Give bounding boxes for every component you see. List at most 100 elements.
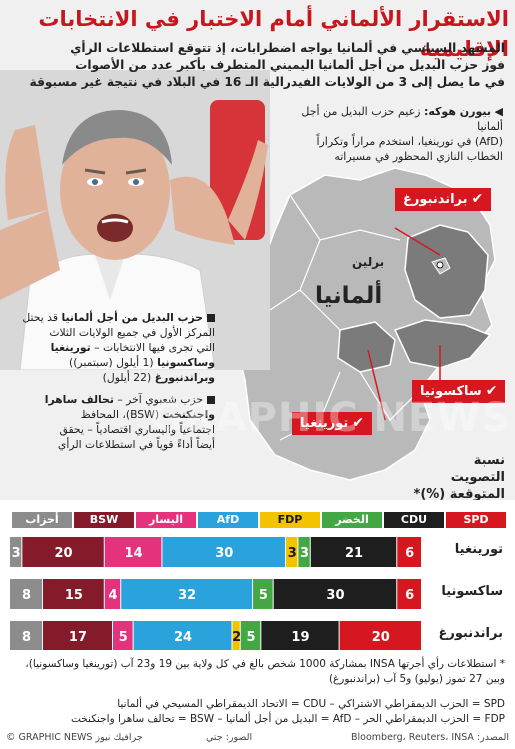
bar-segment-2-6 [42, 621, 112, 650]
inner-borders [254, 194, 421, 441]
subtitle-line-2: فوز حزب البديل من أجل ألمانيا اليميني ال… [75, 58, 505, 72]
caption-line-3: الخطاب النازي المحظور في مسيراته [334, 150, 503, 163]
check-icon: ✔ [352, 415, 364, 431]
thuringia-pointer [367, 349, 386, 421]
bar-value-0-0: 6 [405, 546, 414, 561]
bar-value-2-4: 24 [174, 630, 192, 645]
berlin-dot [436, 261, 444, 269]
caption-line-1: ◀ بيورن هوكه: زعيم حزب البديل من أجل ألم… [278, 104, 503, 134]
category-label-brandenburg: براندنبورغ [438, 626, 503, 641]
bar-value-1-2: 5 [259, 588, 268, 603]
bar-value-2-6: 17 [69, 630, 87, 645]
bar-value-2-0: 20 [372, 630, 390, 645]
bar-value-1-4: 32 [178, 588, 196, 603]
hero-area: الاستقرار الألماني أمام الاختبار في الان… [0, 0, 515, 500]
bar-value-1-6: 15 [65, 588, 83, 603]
bar-value-0-1: 21 [345, 546, 363, 561]
photo-caption: ◀ بيورن هوكه: زعيم حزب البديل من أجل ألم… [278, 104, 503, 164]
saxony-shape [393, 319, 492, 369]
bar-value-0-2: 3 [300, 546, 309, 561]
capital-label: برلين [352, 255, 385, 269]
legend-item-4: AfD [198, 512, 258, 528]
bar-value-2-1: 19 [291, 630, 309, 645]
caption-name: بيورن هوكه: [423, 105, 492, 118]
bar-segment-2-1 [261, 621, 339, 650]
badge-brandenburg-label: براندنبورغ [403, 192, 468, 207]
legend-item-5: اليسار [136, 512, 196, 528]
legend-item-0: SPD [446, 512, 506, 528]
bar-value-0-4: 30 [215, 546, 233, 561]
bar-segment-1-5 [104, 579, 121, 609]
page-title: الاستقرار الألماني أمام الاختبار في الان… [38, 7, 509, 61]
graphic-credit: © GRAPHIC NEWS جرافيك نيوز [6, 732, 143, 743]
bullet-icon [207, 396, 215, 404]
bar-segment-0-3 [286, 537, 298, 567]
bar-value-2-5: 5 [119, 630, 128, 645]
bar-segment-1-6 [42, 579, 104, 609]
bar-value-1-0: 6 [405, 588, 414, 603]
bar-segment-2-3 [232, 621, 240, 650]
brandenburg-shape [404, 224, 489, 319]
bar-value-2-7: 8 [22, 630, 31, 645]
bar-segment-2-7 [10, 621, 42, 650]
bar-segment-0-4 [162, 537, 286, 567]
bar-segment-0-0 [397, 537, 421, 567]
bar-segment-2-2 [240, 621, 261, 650]
bar-segment-1-4 [121, 579, 253, 609]
legend-item-6: BSW [74, 512, 134, 528]
bar-segment-0-2 [298, 537, 310, 567]
chart-title: نسبة التصويت المتوقعة (%)* [413, 453, 505, 500]
legend-item-3: FDP [260, 512, 320, 528]
badge-thuringia-label: تورينغيا [300, 416, 349, 431]
photo-credit: الصور: جتي [206, 732, 253, 743]
bar-value-1-1: 30 [326, 588, 344, 603]
bar-segment-2-4 [133, 621, 232, 650]
source-credit: المصدر: Bloomberg، Reuters، INSA [351, 732, 509, 743]
bar-segment-0-5 [104, 537, 162, 567]
footer: المصدر: Bloomberg، Reuters، INSA الصور: … [6, 732, 509, 746]
bar-value-0-3: 3 [288, 546, 297, 561]
legend-item-2: الخضر [322, 512, 382, 528]
country-label: ألمانيا [315, 283, 383, 309]
category-label-thuringia: تورينغيا [454, 542, 503, 557]
bar-segment-1-0 [397, 579, 421, 609]
bar-segment-2-0 [339, 621, 421, 650]
bar-segment-1-1 [273, 579, 397, 609]
pointer-icon: ◀ [494, 105, 503, 118]
legend-item-1: CDU [384, 512, 444, 528]
bar-segment-2-5 [113, 621, 133, 650]
badge-saxony-label: ساكسونيا [420, 384, 482, 399]
caption-line-1-rest: زعيم حزب البديل من أجل ألمانيا [301, 105, 503, 133]
bar-value-2-3: 2 [232, 630, 241, 645]
thuringia-shape [337, 321, 396, 373]
footnote: * استطلاعات رأي أجرتها INSA بمشاركة 1000… [25, 658, 505, 685]
badge-brandenburg: ✔براندنبورغ [395, 188, 492, 211]
bar-value-1-5: 4 [108, 588, 117, 603]
bar-segment-1-7 [10, 579, 42, 609]
bar-segment-0-6 [22, 537, 104, 567]
hoecke-photo [0, 70, 270, 370]
bar-segment-1-2 [253, 579, 273, 609]
abbreviations: SPD = الحزب الديمقراطي الاشتراكي – CDU =… [70, 698, 505, 725]
note-afd: حزب البديل من أجل ألمانيا قد يحتل المركز… [22, 311, 215, 384]
bar-value-0-6: 20 [55, 546, 73, 561]
watermark: GRAPHIC NEWS [150, 395, 512, 441]
bar-value-0-7: 3 [12, 546, 21, 561]
bar-value-2-2: 5 [246, 630, 255, 645]
badge-saxony: ✔ساكسونيا [412, 380, 506, 403]
subtitle-line-3: في ما يصل إلى 3 من الولايات الفيدرالية ا… [29, 75, 505, 89]
bar-value-0-5: 14 [125, 546, 143, 561]
category-label-saxony: ساكسونيا [441, 584, 503, 599]
bar-segment-0-1 [310, 537, 397, 567]
check-icon: ✔ [471, 191, 484, 207]
note-bsw: حزب شعبوي آخر – تحالف ساهرا واجنكنخت (BS… [44, 393, 215, 451]
chart-legend: SPD CDU الخضر FDP AfD اليسار BSW أحزاب أخرى [10, 512, 506, 542]
check-icon: ✔ [485, 383, 498, 399]
bar-value-1-7: 8 [22, 588, 31, 603]
badge-thuringia: ✔تورينغيا [292, 412, 372, 435]
caption-line-2: (AfD) في تورينغيا، استخدم مراراً وتكرارا… [316, 135, 503, 148]
bullet-icon [207, 314, 215, 322]
subtitle-line-1: المشهد السياسي في ألمانيا يواجه اضطرابات… [70, 41, 505, 55]
bar-segment-0-7 [10, 537, 22, 567]
